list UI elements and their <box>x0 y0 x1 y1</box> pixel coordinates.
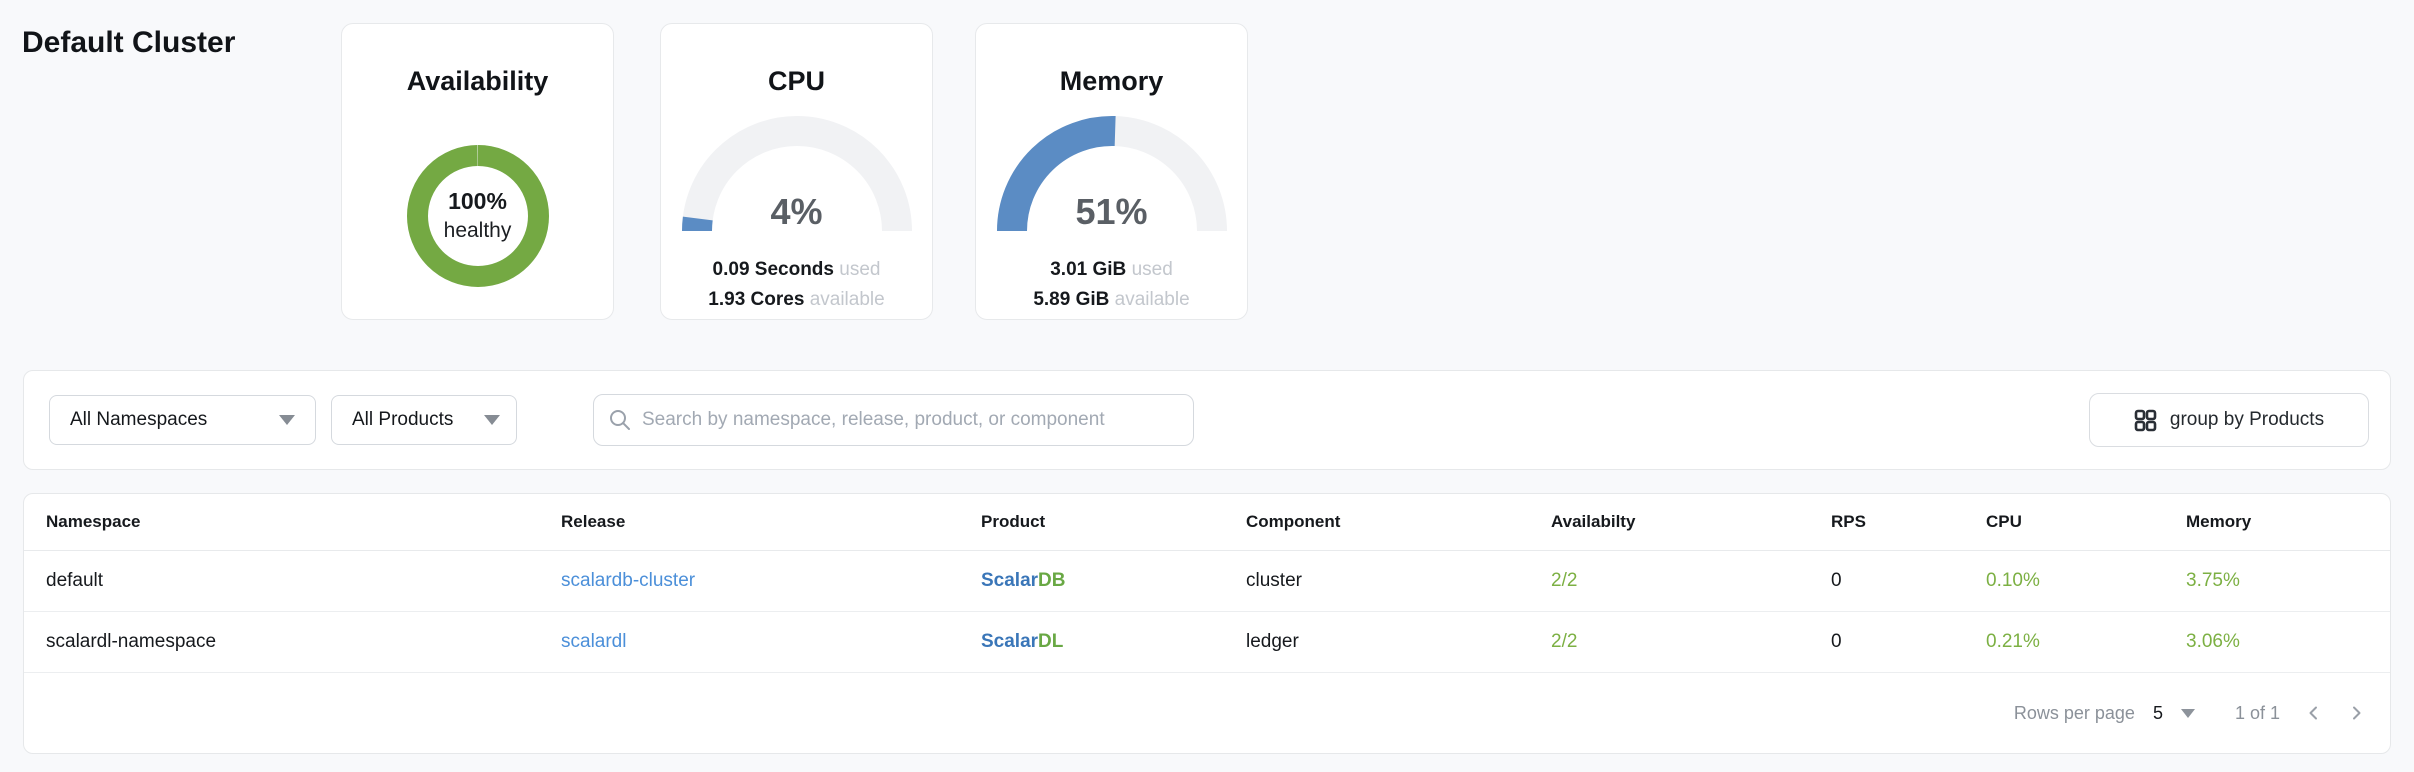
cpu-gauge-chart <box>667 115 927 252</box>
release-link[interactable]: scalardb-cluster <box>561 570 696 591</box>
table-row: default scalardb-cluster ScalarDB cluste… <box>24 551 2390 612</box>
availability-value: 100% <box>448 188 507 214</box>
cell-namespace: scalardl-namespace <box>46 631 217 652</box>
column-header-cpu: CPU <box>1986 512 2022 531</box>
workloads-table: Namespace Release Product Component Avai… <box>23 493 2391 754</box>
next-page-button[interactable] <box>2348 705 2364 721</box>
availability-card-title: Availability <box>406 66 549 96</box>
chevron-down-icon <box>484 415 500 425</box>
cell-component: ledger <box>1246 631 1299 652</box>
cell-namespace: default <box>46 570 104 591</box>
chevron-down-icon[interactable] <box>2180 708 2195 718</box>
memory-gauge-chart <box>982 115 1242 252</box>
column-header-memory: Memory <box>2186 512 2252 531</box>
cell-product: ScalarDB <box>981 570 1246 592</box>
availability-donut-chart <box>398 136 558 301</box>
product-name-prefix: Scalar <box>981 631 1039 652</box>
availability-label: healthy <box>443 219 512 242</box>
cpu-used-label: used <box>839 259 881 280</box>
search-box[interactable] <box>593 394 1194 446</box>
memory-gauge-svg <box>997 116 1227 232</box>
availability-donut-svg <box>407 145 549 287</box>
filter-bar: All Namespaces All Products group by Pro… <box>23 370 2391 470</box>
cell-component: cluster <box>1246 570 1302 591</box>
group-by-products-label: group by Products <box>2169 409 2325 430</box>
cell-availability: 2/2 <box>1551 631 1578 652</box>
memory-available-label: available <box>1114 289 1190 310</box>
release-link[interactable]: scalardl <box>561 631 627 652</box>
cell-cpu: 0.21% <box>1986 631 2040 652</box>
search-input[interactable] <box>642 409 1179 431</box>
table-pagination: Rows per page 5 1 of 1 <box>24 673 2390 753</box>
cell-rps: 0 <box>1831 631 1842 652</box>
product-name-suffix: DB <box>1038 570 1066 591</box>
cell-memory: 3.75% <box>2186 570 2240 591</box>
group-by-products-button[interactable]: group by Products <box>2089 393 2369 447</box>
page-info: 1 of 1 <box>2234 702 2280 723</box>
product-name-suffix: DL <box>1038 631 1064 652</box>
memory-card: Memory 51% 3.01 GiB used 5.89 GiB availa… <box>975 23 1248 320</box>
column-header-rps: RPS <box>1831 512 1866 531</box>
cpu-available-value: 1.93 Cores <box>708 289 805 310</box>
cell-product: ScalarDL <box>981 631 1246 653</box>
chevron-right-icon <box>2353 706 2361 720</box>
product-dropdown-value: All Products <box>352 409 454 430</box>
cell-availability: 2/2 <box>1551 570 1578 591</box>
cpu-available-label: available <box>809 289 885 310</box>
namespace-dropdown-value: All Namespaces <box>70 409 208 430</box>
memory-used-label: used <box>1131 259 1173 280</box>
cpu-percent-value: 4% <box>770 191 823 232</box>
memory-card-title: Memory <box>1059 66 1164 96</box>
cpu-card: CPU 4% 0.09 Seconds used 1.93 Cores avai… <box>660 23 933 320</box>
chevron-left-icon <box>2309 706 2317 720</box>
memory-used-value: 3.01 GiB <box>1050 259 1127 280</box>
column-header-release: Release <box>561 512 626 531</box>
availability-donut-center: 100% healthy <box>342 186 613 246</box>
rows-per-page-value[interactable]: 5 <box>2152 702 2163 723</box>
cpu-card-title: CPU <box>767 66 825 96</box>
memory-percent-value: 51% <box>1075 191 1148 232</box>
column-header-component: Component <box>1246 512 1341 531</box>
search-icon <box>610 410 630 430</box>
availability-card: Availability 100% healthy <box>341 23 614 320</box>
memory-stats: 3.01 GiB used 5.89 GiB available <box>976 255 1247 315</box>
cell-cpu: 0.10% <box>1986 570 2040 591</box>
cpu-gauge-svg <box>682 116 912 232</box>
grid-icon <box>2134 409 2157 431</box>
product-dropdown[interactable]: All Products <box>331 395 517 445</box>
chevron-down-icon <box>279 415 295 425</box>
rows-per-page-label: Rows per page <box>2013 702 2135 723</box>
page-title: Default Cluster <box>22 26 236 59</box>
table-header-row: Namespace Release Product Component Avai… <box>24 494 2390 551</box>
memory-available-value: 5.89 GiB <box>1033 289 1110 310</box>
cpu-stats: 0.09 Seconds used 1.93 Cores available <box>661 255 932 315</box>
namespace-dropdown[interactable]: All Namespaces <box>49 395 316 445</box>
cell-memory: 3.06% <box>2186 631 2240 652</box>
product-name-prefix: Scalar <box>981 570 1039 591</box>
previous-page-button[interactable] <box>2306 705 2322 721</box>
cpu-used-value: 0.09 Seconds <box>712 259 834 280</box>
cell-rps: 0 <box>1831 570 1842 591</box>
table-row: scalardl-namespace scalardl ScalarDL led… <box>24 612 2390 673</box>
column-header-namespace: Namespace <box>46 512 141 531</box>
column-header-availability: Availabilty <box>1551 512 1636 531</box>
column-header-product: Product <box>981 512 1046 531</box>
